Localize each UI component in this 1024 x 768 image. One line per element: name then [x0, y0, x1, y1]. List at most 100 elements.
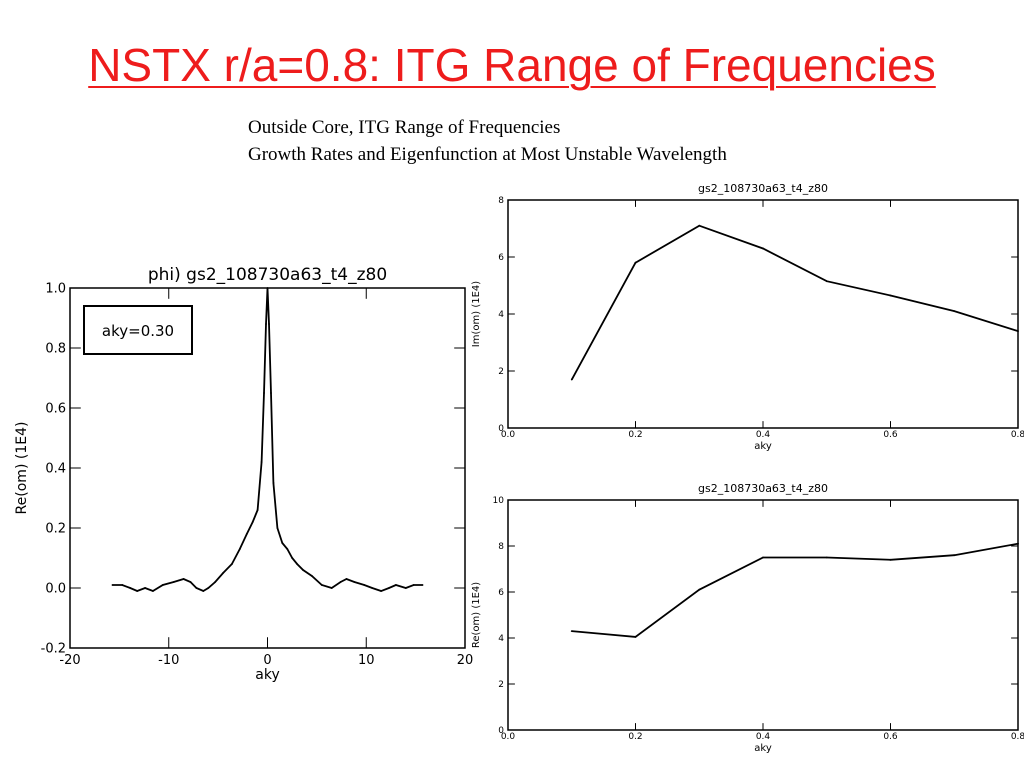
y-tick-label: 4 — [498, 310, 504, 320]
y-tick-label: 8 — [498, 542, 504, 552]
y-tick-label: 0 — [498, 726, 504, 736]
data-point — [207, 587, 210, 589]
x-tick-label: -10 — [158, 653, 179, 668]
chart-title: phi) gs2_108730a63_t4_z80 — [148, 265, 387, 285]
data-point — [265, 323, 267, 325]
data-point — [270, 392, 272, 394]
data-point — [698, 224, 701, 227]
y-tick-label: 0.2 — [45, 522, 66, 537]
y-axis-label: Re(om) (1E4) — [14, 422, 30, 515]
data-point — [144, 587, 146, 589]
data-point — [202, 590, 205, 592]
data-point — [286, 548, 289, 550]
data-point — [570, 630, 573, 632]
data-point — [276, 527, 279, 529]
data-point — [953, 554, 956, 557]
slide-title: NSTX r/a=0.8: ITG Range of Frequencies — [88, 39, 936, 91]
data-point — [302, 569, 304, 571]
data-point — [825, 556, 828, 559]
data-point — [889, 294, 892, 297]
data-point — [161, 584, 164, 586]
y-tick-label: 10 — [493, 496, 505, 506]
chart-growth: 0.0 0.2 0.4 0.6 0.8 0 2 4 6 8 gs2_108730a63_t4_z80… — [471, 182, 1024, 452]
data-point — [953, 310, 956, 313]
data-point — [634, 635, 637, 638]
x-tick-label: 0.8 — [1011, 732, 1024, 742]
x-tick-label: 0.2 — [628, 732, 642, 742]
x-tick-label: 0.4 — [756, 732, 771, 742]
y-tick-label: -0.2 — [41, 642, 66, 657]
data-point — [268, 323, 270, 325]
data-point — [345, 578, 348, 580]
data-point — [251, 521, 254, 523]
x-axis-label: aky — [255, 667, 279, 683]
data-point — [371, 587, 374, 589]
data-point — [172, 581, 175, 583]
data-point — [182, 578, 185, 580]
y-tick-label: 0.4 — [45, 462, 66, 477]
y-tick-label: 8 — [498, 196, 504, 206]
data-point — [762, 556, 764, 559]
chart-frequency: 0.0 0.2 0.4 0.6 0.8 0 2 4 6 8 10 gs2_108730a63_t4_z… — [471, 482, 1024, 754]
chart-title: gs2_108730a63_t4_z80 — [698, 482, 828, 495]
x-tick-label: 0.4 — [756, 430, 771, 440]
x-tick-label: -20 — [59, 653, 80, 668]
data-point — [404, 587, 407, 589]
data-point — [266, 287, 269, 289]
subtitle-line-2: Growth Rates and Eigenfunction at Most U… — [248, 144, 727, 165]
x-axis-label: aky — [754, 441, 772, 452]
data-point — [111, 584, 114, 586]
data-point — [263, 392, 265, 394]
data-point — [281, 542, 284, 544]
data-point — [311, 575, 313, 577]
data-point — [570, 378, 573, 381]
y-tick-label: 6 — [498, 253, 504, 263]
y-axis-label: Re(om) (1E4) — [471, 582, 482, 648]
data-point — [136, 590, 139, 592]
plot-frame — [507, 199, 1019, 429]
x-tick-label: 0.0 — [501, 732, 516, 742]
data-point — [388, 587, 390, 589]
data-point — [363, 584, 366, 586]
data-point — [698, 588, 701, 591]
data-point — [330, 587, 333, 589]
data-point — [238, 548, 241, 550]
y-tick-label: 0 — [498, 424, 504, 434]
data-point — [231, 563, 233, 565]
y-tick-label: 6 — [498, 588, 504, 598]
y-tick-label: 2 — [498, 680, 504, 690]
y-tick-label: 4 — [498, 634, 504, 644]
data-point — [189, 581, 192, 583]
data-point — [339, 581, 342, 583]
data-point — [1017, 330, 1019, 332]
data-point — [291, 557, 294, 559]
data-point — [634, 261, 637, 264]
annotation-box — [83, 305, 193, 355]
y-axis-label: Im(om) (1E4) — [471, 281, 482, 347]
data-point — [121, 584, 124, 586]
data-point — [214, 581, 217, 583]
y-tick-label: 0.8 — [45, 342, 66, 357]
data-point — [380, 590, 382, 592]
data-point — [272, 482, 275, 484]
data-point — [1017, 542, 1019, 545]
data-point — [394, 584, 397, 586]
data-point — [222, 572, 224, 574]
y-tick-label: 2 — [498, 367, 504, 377]
y-tick-label: 1.0 — [45, 282, 66, 297]
data-point — [421, 584, 424, 586]
plot-frame — [507, 499, 1019, 731]
data-point — [825, 280, 828, 283]
annotation-label: aky=0.30 — [102, 322, 174, 340]
x-axis-label: aky — [754, 743, 772, 754]
y-tick-label: 0.0 — [45, 582, 66, 597]
data-point — [762, 247, 764, 250]
x-tick-label: 0.6 — [883, 732, 898, 742]
data-point — [256, 509, 259, 511]
chart-title: gs2_108730a63_t4_z80 — [698, 182, 828, 195]
data-point — [320, 584, 323, 586]
data-point — [353, 581, 356, 583]
data-point — [412, 584, 415, 586]
x-tick-label: 0 — [263, 653, 271, 668]
